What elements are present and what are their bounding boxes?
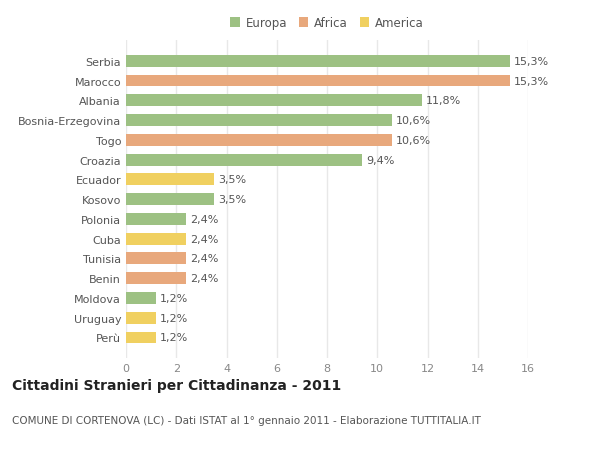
Text: 10,6%: 10,6%: [396, 135, 431, 146]
Bar: [126, 154, 362, 166]
Text: 11,8%: 11,8%: [426, 96, 461, 106]
Bar: [126, 56, 511, 67]
Text: COMUNE DI CORTENOVA (LC) - Dati ISTAT al 1° gennaio 2011 - Elaborazione TUTTITAL: COMUNE DI CORTENOVA (LC) - Dati ISTAT al…: [12, 415, 481, 425]
Text: 2,4%: 2,4%: [190, 234, 218, 244]
Bar: [126, 95, 422, 107]
Legend: Europa, Africa, America: Europa, Africa, America: [226, 12, 428, 35]
Text: 1,2%: 1,2%: [160, 333, 188, 343]
Bar: [126, 233, 187, 245]
Bar: [126, 312, 156, 324]
Text: 1,2%: 1,2%: [160, 293, 188, 303]
Text: 2,4%: 2,4%: [190, 214, 218, 224]
Bar: [126, 332, 156, 344]
Text: 3,5%: 3,5%: [218, 195, 246, 205]
Text: 3,5%: 3,5%: [218, 175, 246, 185]
Bar: [126, 292, 156, 304]
Text: 9,4%: 9,4%: [366, 155, 394, 165]
Text: 1,2%: 1,2%: [160, 313, 188, 323]
Bar: [126, 253, 187, 265]
Text: 15,3%: 15,3%: [514, 76, 550, 86]
Bar: [126, 273, 187, 285]
Text: 2,4%: 2,4%: [190, 274, 218, 284]
Text: 2,4%: 2,4%: [190, 254, 218, 264]
Bar: [126, 174, 214, 186]
Bar: [126, 75, 511, 87]
Text: Cittadini Stranieri per Cittadinanza - 2011: Cittadini Stranieri per Cittadinanza - 2…: [12, 379, 341, 392]
Bar: [126, 115, 392, 127]
Text: 15,3%: 15,3%: [514, 56, 550, 67]
Bar: [126, 194, 214, 206]
Bar: [126, 134, 392, 146]
Bar: [126, 213, 187, 225]
Text: 10,6%: 10,6%: [396, 116, 431, 126]
